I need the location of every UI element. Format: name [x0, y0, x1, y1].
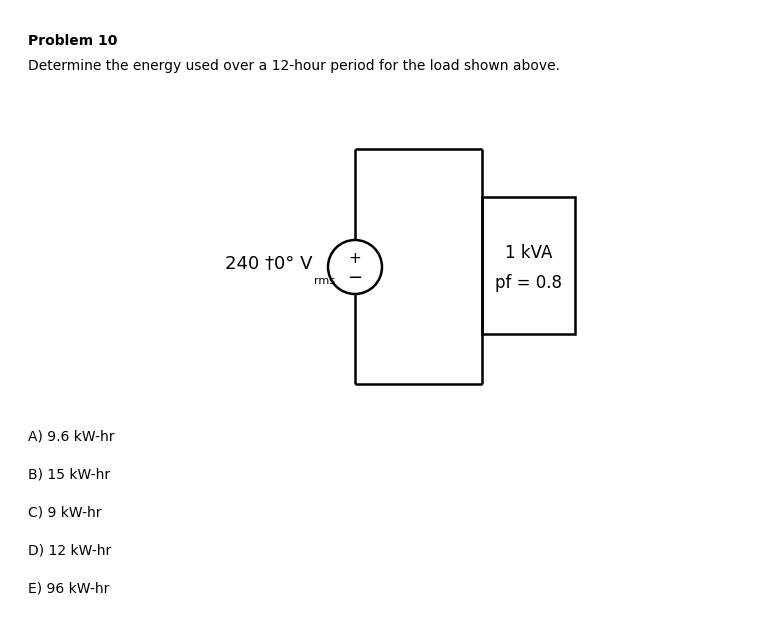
Text: −: − [348, 269, 363, 287]
Text: +: + [348, 250, 361, 265]
Text: rms: rms [314, 276, 335, 286]
Text: Problem 10: Problem 10 [28, 34, 118, 48]
Text: D) 12 kW-hr: D) 12 kW-hr [28, 543, 112, 557]
Text: E) 96 kW-hr: E) 96 kW-hr [28, 581, 109, 595]
Text: pf = 0.8: pf = 0.8 [495, 273, 562, 291]
Text: 1 kVA: 1 kVA [505, 243, 552, 261]
Text: 240 †0° V: 240 †0° V [225, 254, 313, 272]
Bar [482, 197, 575, 334]
Text: B) 15 kW-hr: B) 15 kW-hr [28, 467, 110, 481]
Text: Determine the energy used over a 12-hour period for the load shown above.: Determine the energy used over a 12-hour… [28, 59, 560, 73]
Text: C) 9 kW-hr: C) 9 kW-hr [28, 505, 102, 519]
Text: A) 9.6 kW-hr: A) 9.6 kW-hr [28, 429, 115, 443]
